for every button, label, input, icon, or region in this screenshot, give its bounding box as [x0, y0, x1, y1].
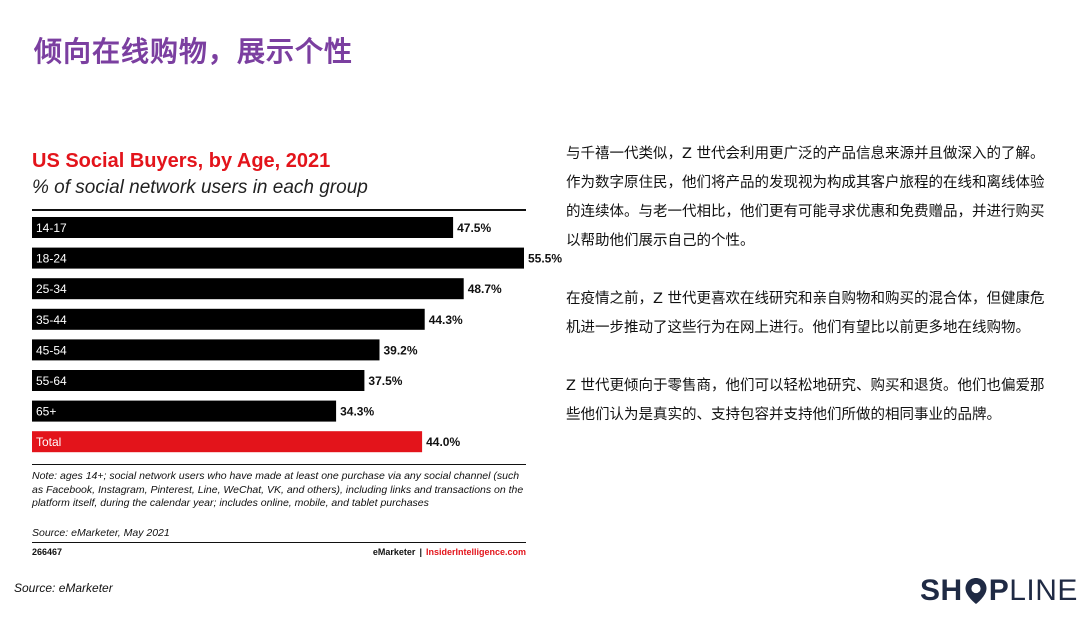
location-pin-icon	[965, 578, 987, 604]
value-label: 37.5%	[368, 374, 402, 388]
chart-brand: eMarketer | InsiderIntelligence.com	[373, 547, 526, 557]
bar-18-24	[32, 247, 524, 269]
bar-65+	[32, 400, 337, 422]
body-text: 与千禧一代类似，Z 世代会利用更广泛的产品信息来源并且做深入的了解。 作为数字原…	[566, 140, 1052, 430]
logo-text: SH	[920, 574, 963, 607]
value-label: 34.3%	[340, 405, 374, 419]
category-label: 55-64	[36, 374, 67, 388]
value-label: 39.2%	[384, 343, 418, 357]
bar-45-54	[32, 339, 380, 361]
value-label: 47.5%	[457, 221, 491, 235]
body-paragraph: 作为数字原住民，他们将产品的发现视为构成其客户旅程的在线和离线体验的连续体。与老…	[566, 175, 1045, 249]
logo-text: P	[988, 574, 1010, 607]
chart-source: Source: eMarketer, May 2021	[32, 527, 170, 539]
chart-divider	[32, 464, 526, 465]
body-paragraph: 与千禧一代类似，Z 世代会利用更广泛的产品信息来源并且做深入的了解。	[566, 146, 1045, 162]
chart-subtitle: % of social network users in each group	[32, 177, 368, 198]
category-label: 14-17	[36, 221, 67, 235]
category-label: Total	[36, 435, 61, 449]
brand-insider: InsiderIntelligence.com	[425, 547, 526, 557]
value-label: 55.5%	[528, 252, 562, 266]
page-title: 倾向在线购物，展示个性	[34, 35, 354, 68]
bar-14-17	[32, 217, 454, 238]
chart-title: US Social Buyers, by Age, 2021	[32, 150, 331, 172]
brand-separator: |	[419, 547, 422, 557]
bar-Total	[32, 431, 423, 453]
bar-25-34	[32, 278, 464, 300]
shopline-logo: SH P LINE	[920, 574, 1078, 608]
value-label: 44.0%	[426, 435, 460, 449]
body-paragraph: 在疫情之前，Z 世代更喜欢在线研究和亲自购物和购买的混合体，但健康危机进一步推动…	[566, 291, 1045, 336]
category-label: 35-44	[36, 313, 67, 327]
logo-text: LINE	[1009, 574, 1078, 607]
source-note: Source: eMarketer	[14, 581, 113, 595]
chart-id: 266467	[32, 547, 63, 557]
chart-divider	[32, 209, 526, 211]
category-label: 18-24	[36, 252, 67, 266]
bar-55-64	[32, 370, 365, 391]
value-label: 48.7%	[468, 282, 502, 296]
chart-note: Note: ages 14+; social network users who…	[32, 470, 524, 509]
value-label: 44.3%	[429, 313, 463, 327]
category-label: 65+	[36, 405, 56, 419]
chart-divider	[32, 542, 526, 543]
category-label: 45-54	[36, 343, 67, 357]
body-paragraph: Z 世代更倾向于零售商，他们可以轻松地研究、购买和退货。他们也偏爱那些他们认为是…	[566, 378, 1045, 423]
category-label: 25-34	[36, 282, 67, 296]
bar-chart: 14-17 47.5% 18-24 55.5% 25-34 48.7% 35-44 44.3%…	[32, 217, 562, 453]
chart-panel: US Social Buyers, by Age, 2021 % of soci…	[32, 150, 562, 560]
brand-emarketer: eMarketer	[372, 547, 416, 557]
bar-35-44	[32, 308, 425, 330]
